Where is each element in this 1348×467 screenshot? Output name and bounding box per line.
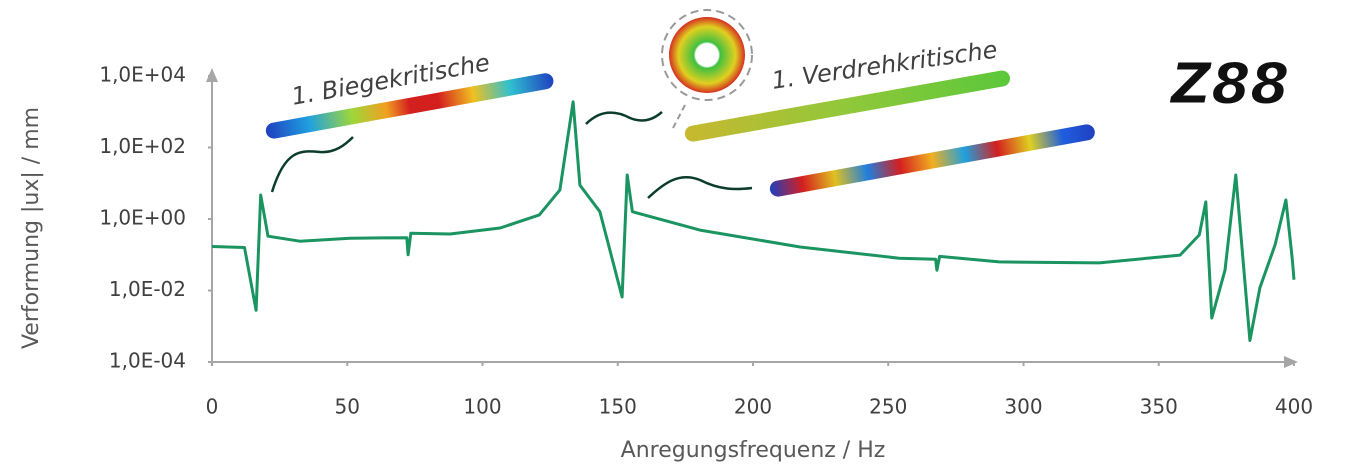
x-tick-label: 100: [463, 395, 501, 419]
x-tick-label: 400: [1275, 395, 1313, 419]
y-tick-label: 1,0E+02: [99, 134, 186, 158]
x-axis-title: Anregungsfrequenz / Hz: [621, 438, 886, 463]
x-tick-label: 0: [206, 395, 219, 419]
data-line: [212, 102, 1294, 341]
x-tick-label: 300: [1004, 395, 1042, 419]
y-tick-label: 1,0E+00: [99, 206, 186, 230]
x-axis-arrow: [1284, 356, 1298, 368]
x-tick-label: 150: [599, 395, 637, 419]
y-tick-label: 1,0E+04: [99, 63, 186, 87]
y-tick-label: 1,0E-02: [109, 277, 186, 301]
y-tick-label: 1,0E-04: [109, 349, 186, 373]
y-axis-title: Verformung |ux| / mm: [19, 107, 44, 349]
x-tick-label: 50: [335, 395, 360, 419]
chart: Anregungsfrequenz / Hz Verformung |ux| /…: [0, 0, 1348, 467]
x-tick-label: 200: [734, 395, 772, 419]
x-tick-label: 350: [1140, 395, 1178, 419]
logo: Z88: [1169, 52, 1290, 117]
x-tick-label: 250: [869, 395, 907, 419]
